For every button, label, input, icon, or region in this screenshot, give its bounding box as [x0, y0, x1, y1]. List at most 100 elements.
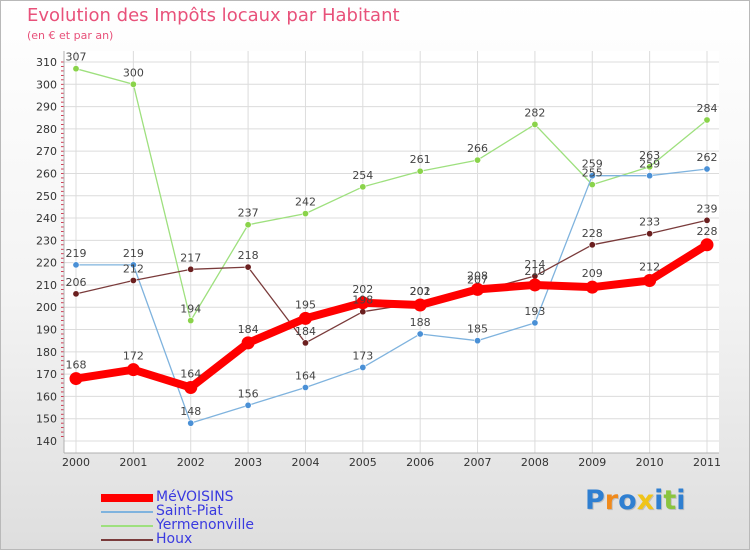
data-label-saint-piat: 219	[123, 247, 144, 260]
data-point-mevoisins	[298, 311, 312, 325]
data-point-saint-piat	[703, 165, 711, 173]
data-label-houx: 184	[295, 325, 316, 338]
series-line-saint-piat	[75, 168, 708, 424]
logo-letter: i	[654, 485, 664, 516]
y-tick-label: 290	[36, 101, 57, 114]
data-point-mevoisins	[356, 296, 370, 310]
data-point-houx	[187, 265, 195, 273]
y-tick-label: 140	[36, 435, 57, 448]
data-point-saint-piat	[301, 383, 309, 391]
data-label-mevoisins: 201	[410, 285, 431, 298]
y-tick-label: 250	[36, 190, 57, 203]
data-point-houx	[72, 290, 80, 298]
data-point-saint-piat	[129, 261, 137, 269]
data-point-saint-piat	[646, 172, 654, 180]
grid-layer	[64, 51, 719, 453]
data-point-mevoisins	[69, 372, 83, 386]
data-point-houx	[703, 216, 711, 224]
data-label-yermenonville: 263	[639, 149, 660, 162]
legend-swatch-mevoisins	[101, 494, 153, 502]
data-label-yermenonville: 237	[238, 207, 259, 220]
y-tick-label: 270	[36, 145, 57, 158]
data-point-saint-piat	[359, 363, 367, 371]
legend-swatch-yermenonville	[101, 525, 153, 527]
data-point-saint-piat	[588, 172, 596, 180]
data-label-yermenonville: 266	[467, 142, 488, 155]
logo-letter: r	[604, 485, 619, 516]
logo-letter: t	[663, 485, 677, 516]
data-label-saint-piat: 259	[582, 158, 603, 171]
x-tick-label: 2001	[119, 456, 147, 469]
x-tick-label: 2004	[291, 456, 319, 469]
data-label-mevoisins: 195	[295, 298, 316, 311]
legend-swatch-houx	[101, 539, 153, 541]
plot-area	[64, 51, 719, 453]
data-point-mevoisins	[643, 273, 657, 287]
y-tick-label: 280	[36, 123, 57, 136]
data-point-yermenonville	[531, 120, 539, 128]
x-tick-label: 2006	[406, 456, 434, 469]
data-point-yermenonville	[129, 80, 137, 88]
data-label-houx: 202	[410, 285, 431, 298]
data-point-yermenonville	[301, 210, 309, 218]
legend-label-mevoisins: MéVOISINS	[156, 489, 234, 505]
data-label-mevoisins: 210	[524, 265, 545, 278]
data-label-layer: 307 300 194 237 242 254 261 266 282 255 263 284 219 2…	[66, 51, 718, 418]
data-point-mevoisins	[184, 380, 198, 394]
logo-letter: i	[676, 485, 686, 516]
x-tick-label: 2010	[636, 456, 664, 469]
data-label-saint-piat: 188	[410, 316, 431, 329]
y-tick-label: 220	[36, 257, 57, 270]
y-tick-label: 310	[36, 56, 57, 69]
data-point-saint-piat	[244, 401, 252, 409]
data-label-houx: 212	[123, 262, 144, 275]
data-point-mevoisins	[413, 298, 427, 312]
y-tick-label: 260	[36, 167, 57, 180]
data-point-yermenonville	[187, 317, 195, 325]
data-point-houx	[244, 263, 252, 271]
series-line-mevoisins	[72, 240, 711, 392]
y-tick-label: 180	[36, 346, 57, 359]
x-tick-label: 2005	[349, 456, 377, 469]
data-point-mevoisins	[585, 280, 599, 294]
data-point-yermenonville	[72, 65, 80, 73]
data-label-yermenonville: 282	[524, 106, 545, 119]
y-tick-label: 170	[36, 368, 57, 381]
legend-label-houx: Houx	[156, 531, 193, 547]
data-label-yermenonville: 284	[697, 102, 718, 115]
y-tick-label: 230	[36, 234, 57, 247]
data-point-mevoisins	[126, 363, 140, 377]
data-point-yermenonville	[474, 156, 482, 164]
data-label-mevoisins: 209	[582, 267, 603, 280]
data-label-houx: 198	[352, 294, 373, 307]
data-point-mevoisins	[241, 336, 255, 350]
data-point-yermenonville	[244, 221, 252, 229]
chart-subtitle: (en € et par an)	[27, 29, 114, 42]
data-label-mevoisins: 212	[639, 260, 660, 273]
data-label-houx: 206	[66, 276, 87, 289]
data-point-houx	[301, 339, 309, 347]
data-point-houx	[646, 230, 654, 238]
data-point-saint-piat	[531, 319, 539, 327]
data-point-saint-piat	[72, 261, 80, 269]
logo-letter: P	[585, 485, 605, 516]
data-point-yermenonville	[646, 163, 654, 171]
data-label-houx: 239	[697, 202, 718, 215]
data-label-houx: 207	[467, 274, 488, 287]
data-label-yermenonville: 255	[582, 167, 603, 180]
data-point-yermenonville	[416, 167, 424, 175]
data-label-saint-piat: 259	[639, 158, 660, 171]
proxiti-logo: Proxiti	[585, 485, 686, 516]
data-label-yermenonville: 307	[66, 51, 87, 64]
y-tick-label: 150	[36, 413, 57, 426]
data-point-saint-piat	[187, 419, 195, 427]
data-label-saint-piat: 148	[180, 405, 201, 418]
x-tick-label: 2003	[234, 456, 262, 469]
data-label-saint-piat: 193	[524, 305, 545, 318]
x-tick-label: 2009	[578, 456, 606, 469]
legend-swatch-saint-piat	[101, 511, 153, 513]
y-tick-label: 300	[36, 78, 57, 91]
data-point-mevoisins	[471, 282, 485, 296]
data-label-saint-piat: 173	[352, 349, 373, 362]
